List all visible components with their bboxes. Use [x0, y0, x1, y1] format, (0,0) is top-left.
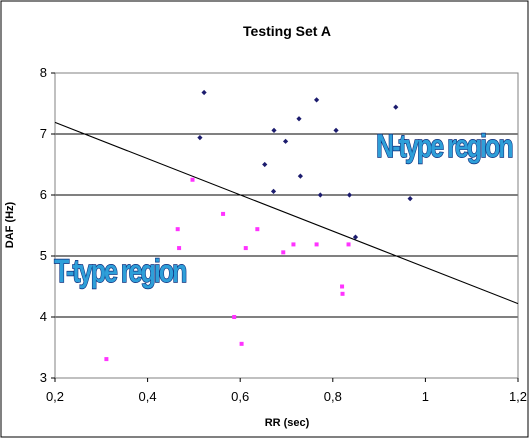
data-point-series1-2 [177, 246, 182, 251]
data-point-series0-6 [296, 116, 302, 122]
y-tick-label-1: 4 [40, 309, 47, 324]
y-tick-label-4: 7 [40, 126, 47, 141]
data-point-series1-3 [190, 177, 195, 182]
data-point-series1-8 [255, 227, 260, 232]
data-point-series1-0 [104, 357, 109, 362]
data-point-series1-14 [346, 242, 351, 247]
y-axis-label: DAF (Hz) [4, 201, 16, 248]
y-tick-label-3: 6 [40, 187, 47, 202]
data-point-series1-1 [175, 227, 180, 232]
data-point-series0-11 [346, 192, 353, 198]
data-point-series0-2 [262, 161, 268, 168]
x-axis-ticks: 0,2 0,4 0,6 0,8 1 1,2 [46, 378, 527, 404]
data-point-series0-13 [393, 104, 399, 110]
data-point-series0-8 [313, 97, 320, 103]
data-point-series1-6 [239, 341, 244, 346]
data-point-series1-10 [291, 242, 296, 247]
data-point-series1-5 [232, 315, 237, 319]
data-point-series1-7 [243, 246, 248, 251]
chart-title: Testing Set A [243, 23, 331, 39]
data-point-series1-9 [281, 250, 286, 255]
data-point-series0-12 [352, 234, 359, 240]
x-tick-label-4: 1 [422, 389, 429, 404]
x-axis-label: RR (sec) [265, 417, 310, 429]
data-point-series0-10 [333, 127, 339, 133]
data-point-series0-9 [317, 192, 323, 198]
data-point-series0-4 [271, 127, 277, 133]
x-tick-label-1: 0,4 [139, 389, 157, 404]
data-point-series0-7 [297, 173, 303, 179]
x-tick-label-0: 0,2 [46, 389, 64, 404]
data-point-series0-0 [197, 135, 203, 141]
annotation-label-1: T-type region [54, 254, 186, 290]
data-point-series0-1 [201, 89, 207, 96]
x-tick-label-5: 1,2 [509, 389, 527, 404]
data-point-series0-5 [282, 138, 289, 144]
data-point-series1-13 [340, 291, 345, 296]
y-tick-label-0: 3 [40, 370, 47, 385]
data-point-series1-12 [340, 284, 345, 289]
data-point-series0-14 [407, 196, 413, 202]
y-axis-ticks: 3 4 5 6 7 8 [40, 65, 55, 385]
data-point-series0-3 [270, 188, 277, 194]
data-point-series1-4 [221, 211, 226, 216]
data-points [104, 89, 413, 362]
y-tick-label-5: 8 [40, 65, 47, 80]
annotation-label-0: N-type region [376, 129, 512, 165]
region-annotations: N-type region T-type region [54, 129, 515, 291]
plot-area-border [54, 72, 519, 379]
x-tick-label-3: 0,8 [324, 389, 342, 404]
x-tick-label-2: 0,6 [231, 389, 249, 404]
y-tick-label-2: 5 [40, 248, 47, 263]
decision-boundary-line [54, 121, 519, 305]
data-point-series1-11 [314, 242, 319, 247]
